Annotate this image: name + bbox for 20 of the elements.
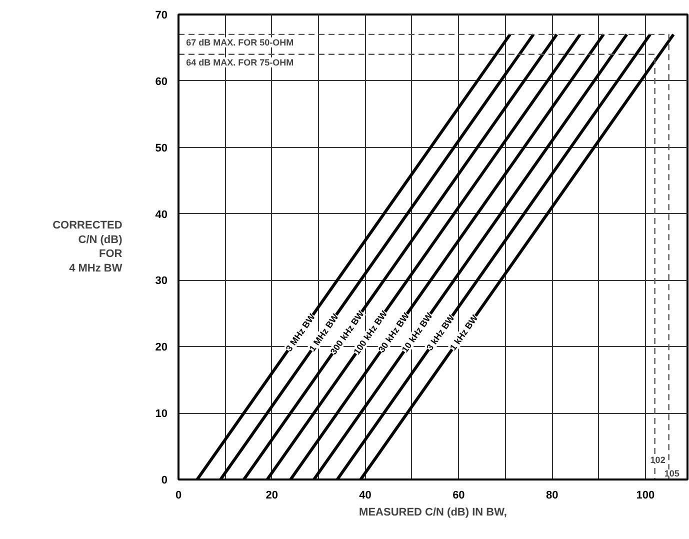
- x-axis-title: MEASURED C/N (dB) IN BW,: [359, 506, 507, 518]
- y-tick-label: 50: [155, 142, 168, 154]
- y-tick-label: 60: [155, 76, 168, 88]
- y-tick-label: 10: [155, 408, 168, 420]
- x-tick-label: 40: [359, 490, 372, 502]
- x-tick-label: 20: [266, 490, 278, 502]
- y-tick-label: 40: [155, 208, 168, 221]
- x-tick-label: 0: [175, 490, 182, 502]
- annotation: 64 dB MAX. FOR 75-OHM: [186, 57, 294, 68]
- y-tick-label: 20: [155, 342, 168, 354]
- x-tick-label: 100: [636, 490, 655, 502]
- annotation: 67 dB MAX. FOR 50-OHM: [186, 37, 294, 48]
- y-axis-title: CORRECTED C/N (dB) FOR 4 MHz BW: [52, 219, 123, 275]
- annotation: 105: [664, 468, 680, 478]
- y-tick-label: 70: [155, 10, 168, 22]
- y-tick-label: 30: [155, 275, 168, 288]
- x-tick-label: 60: [452, 490, 465, 502]
- x-tick-label: 80: [546, 490, 558, 502]
- y-tick-label: 0: [161, 474, 168, 486]
- annotation: 102: [650, 455, 666, 466]
